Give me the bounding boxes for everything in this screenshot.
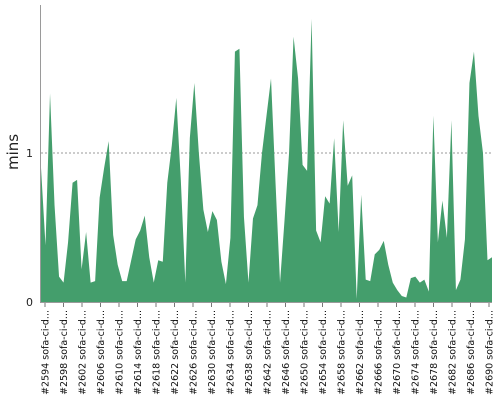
x-tick-label: #2678 sofa-ci-d... [429,310,440,395]
x-tick-label: #2670 sofa-ci-d... [392,310,403,395]
x-tick-label: #2634 sofa-ci-d... [226,310,237,395]
x-tick-labels: #2594 sofa-ci-d... #2598 sofa-ci-d... #260… [41,303,496,395]
x-tick-label: #2642 sofa-ci-d... [263,310,274,395]
x-tick-label: #2662 sofa-ci-d... [355,310,366,395]
x-tick-label: #2682 sofa-ci-d... [448,310,459,395]
x-tick-label: #2630 sofa-ci-d... [207,310,218,395]
x-tick-label: #2602 sofa-ci-d... [78,310,89,395]
x-tick-label: #2618 sofa-ci-d... [152,310,163,395]
x-tick-label: #2690 sofa-ci-d... [485,310,496,395]
x-tick-label: #2674 sofa-ci-d... [411,310,422,395]
x-tick-label: #2606 sofa-ci-d... [96,310,107,395]
y-tick-labels: 01 [26,147,33,309]
y-tick-label: 0 [26,296,33,309]
y-axis-label: mins [4,134,22,170]
x-tick-label: #2686 sofa-ci-d... [466,310,477,395]
x-tick-label: #2622 sofa-ci-d... [170,310,181,395]
x-tick-label: #2638 sofa-ci-d... [244,310,255,395]
x-tick-label: #2650 sofa-ci-d... [300,310,311,395]
x-tick-label: #2594 sofa-ci-d... [41,310,52,395]
axes [40,5,492,303]
x-tick-label: #2666 sofa-ci-d... [374,310,385,395]
x-tick-label: #2598 sofa-ci-d... [59,310,70,395]
x-tick-label: #2654 sofa-ci-d... [318,310,329,395]
y-tick-label: 1 [26,147,33,160]
x-tick-label: #2658 sofa-ci-d... [337,310,348,395]
x-tick-label: #2614 sofa-ci-d... [133,310,144,395]
series-area [41,18,492,303]
x-tick-label: #2610 sofa-ci-d... [115,310,126,395]
x-tick-label: #2626 sofa-ci-d... [189,310,200,395]
x-tick-label: #2646 sofa-ci-d... [281,310,292,395]
